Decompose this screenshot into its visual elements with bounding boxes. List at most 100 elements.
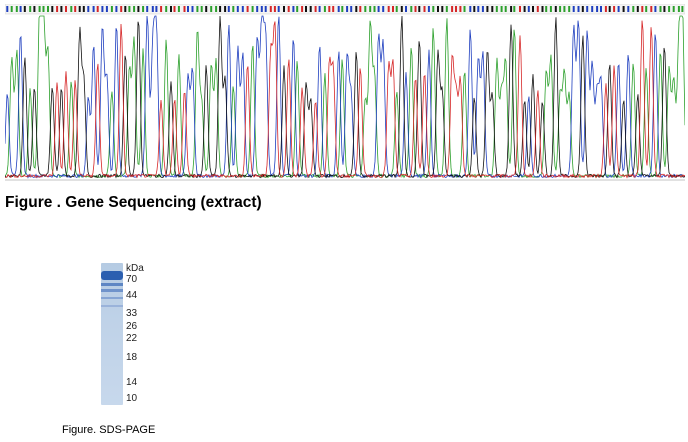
marker-label-26: 26 [126, 321, 138, 332]
base-call-tick [260, 6, 263, 12]
base-call-tick [70, 6, 73, 12]
base-call-tick [632, 6, 635, 12]
base-call-tick [510, 6, 513, 12]
base-call-tick [523, 6, 526, 12]
base-call-tick [427, 6, 430, 12]
base-call-tick [287, 6, 290, 12]
base-call-strip [5, 4, 685, 15]
base-call-tick [663, 6, 666, 12]
base-call-tick [432, 6, 435, 12]
base-call-tick [608, 6, 611, 12]
base-call-tick [332, 6, 335, 12]
base-call-tick [469, 6, 472, 12]
base-call-tick [110, 6, 113, 12]
base-call-tick [418, 6, 421, 12]
base-call-tick [395, 6, 398, 12]
gene-sequencing-caption: Figure . Gene Sequencing (extract) [5, 194, 262, 211]
base-call-tick [451, 6, 454, 12]
sds-page-gel: kDa 70 44 33 26 22 18 14 10 [98, 260, 178, 410]
base-call-tick [604, 6, 607, 12]
minor-band [101, 289, 123, 292]
base-call-tick [636, 6, 639, 12]
base-call-tick [400, 6, 403, 12]
base-call-tick [617, 6, 620, 12]
base-call-tick [256, 6, 259, 12]
base-call-tick [581, 6, 584, 12]
base-call-tick [177, 6, 180, 12]
marker-label-10: 10 [126, 393, 138, 404]
base-call-tick [42, 6, 45, 12]
base-call-tick [78, 6, 81, 12]
base-call-tick [328, 6, 331, 12]
base-call-tick [292, 6, 295, 12]
base-call-tick [600, 6, 602, 12]
base-call-tick [387, 6, 390, 12]
base-call-tick [19, 6, 22, 12]
base-call-tick [142, 6, 145, 12]
base-call-tick [486, 6, 489, 12]
base-call-tick [641, 6, 644, 12]
base-call-tick [96, 6, 99, 12]
base-call-tick [60, 6, 63, 12]
base-call-tick [350, 6, 353, 12]
sds-page-caption: Figure. SDS-PAGE [62, 424, 156, 436]
base-call-tick [672, 6, 675, 12]
base-call-tick [541, 6, 544, 12]
base-call-tick [115, 6, 118, 12]
base-call-tick [283, 6, 285, 12]
marker-label-70: 70 [126, 274, 138, 285]
base-call-tick [577, 6, 580, 12]
main-band [101, 271, 123, 280]
base-call-tick [373, 6, 376, 12]
base-call-tick [337, 6, 340, 12]
base-call-tick [441, 6, 444, 12]
base-call-tick [586, 6, 589, 12]
base-call-tick [224, 6, 227, 12]
base-call-tick [463, 6, 466, 12]
base-call-tick [410, 6, 413, 12]
base-call-tick [554, 6, 557, 12]
base-call-tick [405, 6, 407, 12]
base-call-tick [532, 6, 534, 12]
base-call-tick [477, 6, 480, 12]
base-call-tick [65, 6, 67, 12]
base-call-tick [146, 6, 149, 12]
base-call-tick [568, 6, 571, 12]
base-call-tick [6, 6, 9, 12]
base-call-tick [455, 6, 457, 12]
base-call-tick [205, 6, 208, 12]
marker-label-44: 44 [126, 290, 138, 301]
base-call-tick [128, 6, 131, 12]
base-call-tick [133, 6, 136, 12]
base-call-tick [359, 6, 362, 12]
base-call-tick [232, 6, 235, 12]
base-call-tick [273, 6, 276, 12]
gel-lane [101, 263, 123, 405]
base-call-tick [191, 6, 194, 12]
base-call-tick [491, 6, 494, 12]
base-call-tick [23, 6, 26, 12]
base-call-tick [392, 6, 394, 12]
base-call-tick [241, 6, 244, 12]
base-call-tick [559, 6, 562, 12]
base-call-tick [513, 6, 516, 12]
base-call-tick [437, 6, 439, 12]
kda-unit-label: kDa [126, 263, 144, 274]
base-call-tick [87, 6, 90, 12]
base-call-tick [613, 6, 616, 12]
marker-label-18: 18 [126, 352, 138, 363]
base-call-tick [264, 6, 267, 12]
base-call-tick [309, 6, 312, 12]
trace-c [5, 15, 685, 179]
base-call-tick [341, 6, 344, 12]
base-call-tick [170, 6, 172, 12]
base-call-tick [549, 6, 552, 12]
base-call-tick [305, 6, 307, 12]
base-call-tick [236, 6, 239, 12]
base-call-tick [369, 6, 372, 12]
marker-label-14: 14 [126, 377, 138, 388]
base-call-tick [504, 6, 507, 12]
base-call-tick [677, 6, 680, 12]
base-call-tick [591, 6, 594, 12]
base-call-tick [622, 6, 625, 12]
